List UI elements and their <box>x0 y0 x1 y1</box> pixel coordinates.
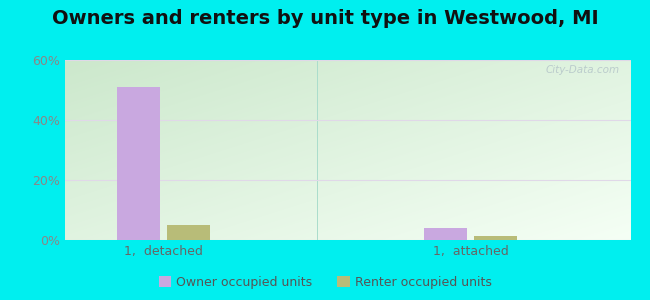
Bar <box>167 225 210 240</box>
Bar <box>474 236 517 240</box>
Bar <box>424 228 467 240</box>
Text: City-Data.com: City-Data.com <box>545 65 619 75</box>
Bar <box>116 87 160 240</box>
Text: Owners and renters by unit type in Westwood, MI: Owners and renters by unit type in Westw… <box>52 9 598 28</box>
Legend: Owner occupied units, Renter occupied units: Owner occupied units, Renter occupied un… <box>153 271 497 294</box>
